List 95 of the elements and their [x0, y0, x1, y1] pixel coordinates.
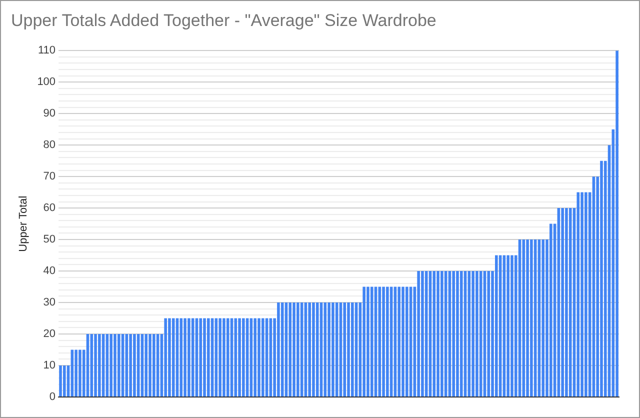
- bar: [526, 240, 529, 396]
- bar: [405, 286, 408, 396]
- bar: [386, 286, 389, 396]
- bar: [292, 302, 296, 396]
- bar: [188, 318, 190, 396]
- bar: [542, 240, 545, 396]
- bar: [172, 318, 175, 396]
- y-tick-label: 20: [43, 328, 56, 340]
- bar: [226, 318, 230, 396]
- bar: [168, 318, 171, 396]
- bar: [144, 334, 148, 396]
- bar: [129, 334, 132, 396]
- bar: [506, 255, 510, 396]
- bar: [117, 334, 120, 396]
- bar: [258, 318, 260, 396]
- bar: [199, 318, 202, 396]
- bar: [218, 318, 222, 396]
- bar: [242, 318, 245, 396]
- bar: [180, 318, 183, 396]
- y-tick-label: 70: [43, 170, 56, 183]
- bar: [476, 271, 478, 396]
- bar: [347, 302, 350, 396]
- bar: [133, 334, 136, 396]
- bar: [378, 286, 382, 396]
- bar: [600, 160, 603, 396]
- bar: [382, 286, 385, 396]
- bar: [440, 271, 444, 396]
- bar: [114, 334, 116, 396]
- bar: [74, 350, 78, 396]
- y-tick-label: 50: [43, 234, 56, 246]
- bar: [78, 350, 82, 396]
- bar: [565, 208, 568, 396]
- bar: [522, 240, 526, 396]
- bar: [495, 255, 498, 396]
- bar: [94, 334, 97, 396]
- bar: [238, 318, 241, 396]
- bar: [584, 192, 588, 396]
- bar: [456, 271, 459, 396]
- y-axis-title: Upper Total: [18, 196, 30, 252]
- bar: [510, 255, 514, 396]
- bar: [164, 318, 167, 396]
- bar: [351, 302, 354, 396]
- bar: [254, 318, 256, 396]
- bar: [362, 286, 366, 396]
- bar: [402, 286, 404, 396]
- bar: [530, 240, 533, 396]
- bar: [316, 302, 319, 396]
- bar: [616, 50, 618, 396]
- bar: [332, 302, 334, 396]
- bar: [370, 286, 374, 396]
- bar: [203, 318, 206, 396]
- bar: [580, 192, 584, 396]
- y-tick-label: 60: [43, 202, 56, 214]
- bar: [152, 334, 156, 396]
- bar: [549, 224, 552, 396]
- bar: [206, 318, 210, 396]
- chart-title: Upper Totals Added Together - "Average" Size Wardrobe: [11, 11, 436, 31]
- bar: [312, 302, 315, 396]
- bar: [328, 302, 330, 396]
- y-tick-label: 80: [43, 139, 56, 152]
- bar: [90, 334, 94, 396]
- bar: [421, 271, 424, 396]
- bar: [398, 286, 401, 396]
- bar: [366, 286, 370, 396]
- bar: [148, 334, 152, 396]
- bar: [417, 271, 420, 396]
- bar: [261, 318, 264, 396]
- bar: [460, 271, 463, 396]
- bar: [487, 271, 490, 396]
- bar: [436, 271, 440, 396]
- y-tick-label: 0: [49, 391, 56, 404]
- y-tick-label: 10: [43, 360, 56, 372]
- bar: [568, 208, 572, 396]
- y-tick-label: 90: [43, 108, 56, 120]
- bar: [98, 334, 101, 396]
- y-tick-label: 40: [43, 265, 56, 278]
- bar: [222, 318, 226, 396]
- bar: [234, 318, 238, 396]
- bar: [110, 334, 112, 396]
- bar: [452, 271, 455, 396]
- bar: [576, 192, 580, 396]
- bar: [277, 302, 280, 396]
- y-tick-label: 100: [37, 76, 56, 88]
- bar: [288, 302, 292, 396]
- bar: [59, 366, 62, 396]
- bar: [296, 302, 300, 396]
- bar: [62, 366, 66, 396]
- bar: [432, 271, 436, 396]
- bar: [561, 208, 564, 396]
- bar: [472, 271, 474, 396]
- bar: [184, 318, 186, 396]
- y-tick-label: 30: [43, 296, 56, 309]
- bar: [308, 302, 311, 396]
- y-tick-label: 110: [38, 44, 56, 57]
- bar: [343, 302, 346, 396]
